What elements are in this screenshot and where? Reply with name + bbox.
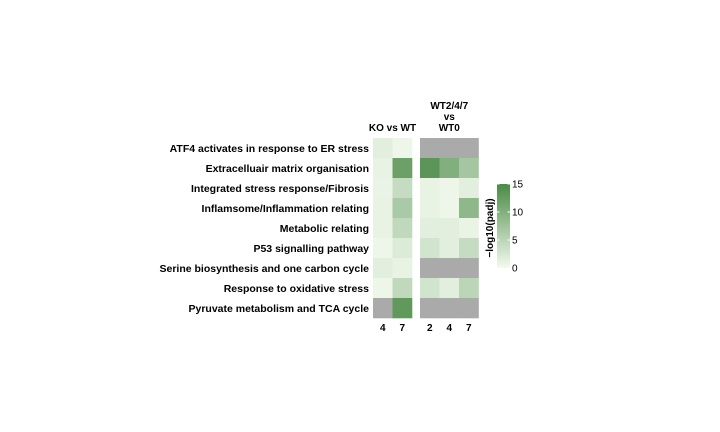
- heatmap-cell: [420, 278, 440, 299]
- heatmap-cell: [459, 278, 479, 299]
- color-legend: 0 5 10 15 −log10(padj): [485, 180, 524, 275]
- heatmap-cell: [439, 198, 460, 219]
- heatmap-cell: [373, 138, 393, 159]
- row-label: Integrated stress response/Fibrosis: [191, 183, 369, 195]
- group-title: vs: [444, 112, 456, 123]
- heatmap-cell: [420, 198, 440, 219]
- heatmap-cell: [373, 198, 393, 219]
- heatmap-cell: [373, 158, 393, 179]
- heatmap-cell: [439, 218, 460, 239]
- heatmap-cell: [459, 218, 479, 239]
- column-label: 4: [446, 323, 452, 334]
- row-labels: ATF4 activates in response to ER stress E…: [160, 143, 370, 315]
- legend-title: −log10(padj): [485, 198, 496, 257]
- group-title: KO vs WT: [369, 123, 416, 134]
- row-label: Pyruvate metabolism and TCA cycle: [188, 303, 369, 315]
- heatmap-cell: [373, 218, 393, 239]
- heatmap-cell: [439, 278, 460, 299]
- row-label: Serine biosynthesis and one carbon cycle: [160, 263, 370, 275]
- group-title: WT2/4/7: [430, 101, 468, 112]
- heatmap-cell: [373, 278, 393, 299]
- heatmap-cell: [420, 218, 440, 239]
- heatmap-cell: [392, 278, 413, 299]
- column-label: 2: [427, 323, 433, 334]
- heatmap-cell: [439, 298, 460, 319]
- heatmap-cell: [420, 298, 440, 319]
- heatmap-cell: [439, 158, 460, 179]
- heatmap-cell: [392, 158, 413, 179]
- row-label: Metabolic relating: [280, 223, 369, 235]
- heatmap-cell: [459, 238, 479, 259]
- heatmap-cell: [373, 178, 393, 199]
- heatmap-cell: [439, 258, 460, 279]
- heatmap-cell: [392, 178, 413, 199]
- heatmap-cell: [373, 298, 393, 319]
- column-labels: 4 7 2 4 7: [380, 323, 472, 334]
- legend-tick-label: 5: [512, 236, 518, 247]
- heatmap-cell: [459, 298, 479, 319]
- heatmap-cell: [420, 258, 440, 279]
- legend-color-bar: [497, 184, 510, 268]
- row-label: ATF4 activates in response to ER stress: [170, 143, 370, 155]
- row-label: P53 signalling pathway: [253, 243, 369, 255]
- heatmap-cell: [392, 138, 413, 159]
- heatmap-cell: [459, 158, 479, 179]
- heatmap-cell: [439, 138, 460, 159]
- heatmap-cell: [420, 158, 440, 179]
- row-label: Inflamsome/Inflammation relating: [202, 203, 369, 215]
- heatmap-cell: [459, 138, 479, 159]
- heatmap-cell: [459, 178, 479, 199]
- heatmap-cell: [373, 258, 393, 279]
- group-title: WT0: [439, 123, 461, 134]
- heatmap-cell: [459, 258, 479, 279]
- heatmap-cell: [439, 178, 460, 199]
- legend-tick-label: 0: [512, 264, 518, 275]
- heatmap-cell: [420, 238, 440, 259]
- heatmap-cell: [392, 218, 413, 239]
- heatmap-cell: [439, 238, 460, 259]
- heatmap-cell: [459, 198, 479, 219]
- heatmap-cell: [420, 138, 440, 159]
- legend-tick-label: 15: [512, 180, 524, 191]
- heatmap-cell: [392, 198, 413, 219]
- heatmap-cell: [392, 258, 413, 279]
- column-label: 7: [399, 323, 405, 334]
- row-label: Extracelluair matrix organisation: [206, 163, 369, 175]
- heatmap-cell: [420, 178, 440, 199]
- column-label: 4: [380, 323, 386, 334]
- column-label: 7: [466, 323, 472, 334]
- legend-tick-label: 10: [512, 208, 524, 219]
- heatmap-cell: [392, 298, 413, 319]
- heatmap-cells: [373, 138, 479, 319]
- row-label: Response to oxidative stress: [224, 283, 369, 295]
- heatmap-cell: [373, 238, 393, 259]
- heatmap-cell: [392, 238, 413, 259]
